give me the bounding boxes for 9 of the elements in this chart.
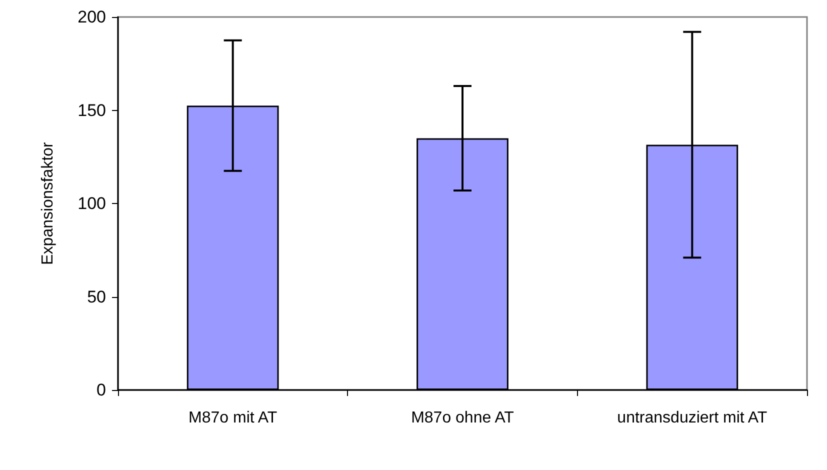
y-tick-label: 150	[78, 100, 106, 120]
x-tick-label: M87o ohne AT	[411, 410, 514, 426]
x-tick-label: M87o mit AT	[188, 410, 278, 426]
y-tick-label: 200	[78, 8, 106, 26]
y-tick-label: 50	[87, 287, 106, 306]
y-axis-title: Expansionsfaktor	[40, 141, 56, 265]
y-tick-label: 0	[96, 380, 106, 400]
y-tick-label: 100	[78, 194, 106, 213]
x-tick-label: untransduziert mit AT	[617, 410, 768, 426]
